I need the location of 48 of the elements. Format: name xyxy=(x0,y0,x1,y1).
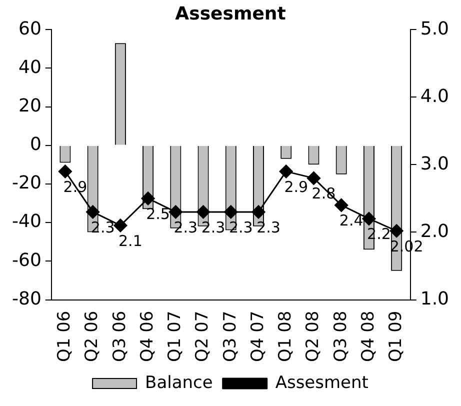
point xyxy=(334,198,348,212)
x-tick-label: Q4 07 xyxy=(248,310,268,362)
y2-tick-label: 2.0 xyxy=(420,220,450,242)
x-tick-label: Q3 07 xyxy=(220,310,240,362)
y-tick-label: -60 xyxy=(12,250,42,271)
x-tick-label: Q2 07 xyxy=(192,310,213,362)
y-tick-label: 0 xyxy=(30,134,42,156)
point xyxy=(86,205,100,219)
y2-tick-label: 4.0 xyxy=(420,86,450,107)
x-tick-label: Q4 06 xyxy=(137,310,158,362)
point xyxy=(141,192,155,206)
x-tick-label: Q1 08 xyxy=(276,310,296,362)
y-tick-label: 40 xyxy=(18,56,42,78)
x-tick-label: Q3 08 xyxy=(330,310,351,362)
point xyxy=(390,224,404,238)
x-tick-label: Q1 06 xyxy=(54,310,75,362)
data-label: 2.3 xyxy=(256,218,280,236)
point xyxy=(168,205,182,219)
y2-tick-label: 5.0 xyxy=(420,18,450,40)
data-label: 2.1 xyxy=(118,232,142,250)
y2-tick-label: 3.0 xyxy=(420,153,450,174)
point xyxy=(224,205,238,219)
y-tick-label: 60 xyxy=(18,18,42,40)
data-label: 2.3 xyxy=(201,218,226,236)
y-tick-label: 20 xyxy=(18,95,42,116)
x-tick-label: Q3 06 xyxy=(110,310,130,362)
legend-label: Balance xyxy=(145,372,213,393)
x-tick-label: Q1 09 xyxy=(386,310,406,362)
y-tick-label: -20 xyxy=(12,172,42,194)
chart-title: Assesment xyxy=(175,3,286,24)
point xyxy=(306,171,320,185)
y-tick-label: -80 xyxy=(12,288,42,310)
point xyxy=(58,164,72,178)
y2-tick-label: 1.0 xyxy=(420,288,450,310)
point xyxy=(362,212,376,226)
x-tick-label: Q2 08 xyxy=(303,310,324,362)
legend-label: Assesment xyxy=(275,372,369,393)
point xyxy=(196,205,210,219)
data-label: 2.5 xyxy=(146,204,170,223)
point xyxy=(114,218,128,232)
x-tick-label: Q4 08 xyxy=(358,310,378,362)
data-label: 2.9 xyxy=(284,178,308,196)
data-label: 2.4 xyxy=(339,212,364,230)
point xyxy=(279,164,293,178)
point xyxy=(252,205,266,219)
x-tick-label: Q1 07 xyxy=(165,310,186,362)
x-tick-label: Q2 06 xyxy=(82,310,102,362)
y-tick-label: -40 xyxy=(12,211,42,232)
